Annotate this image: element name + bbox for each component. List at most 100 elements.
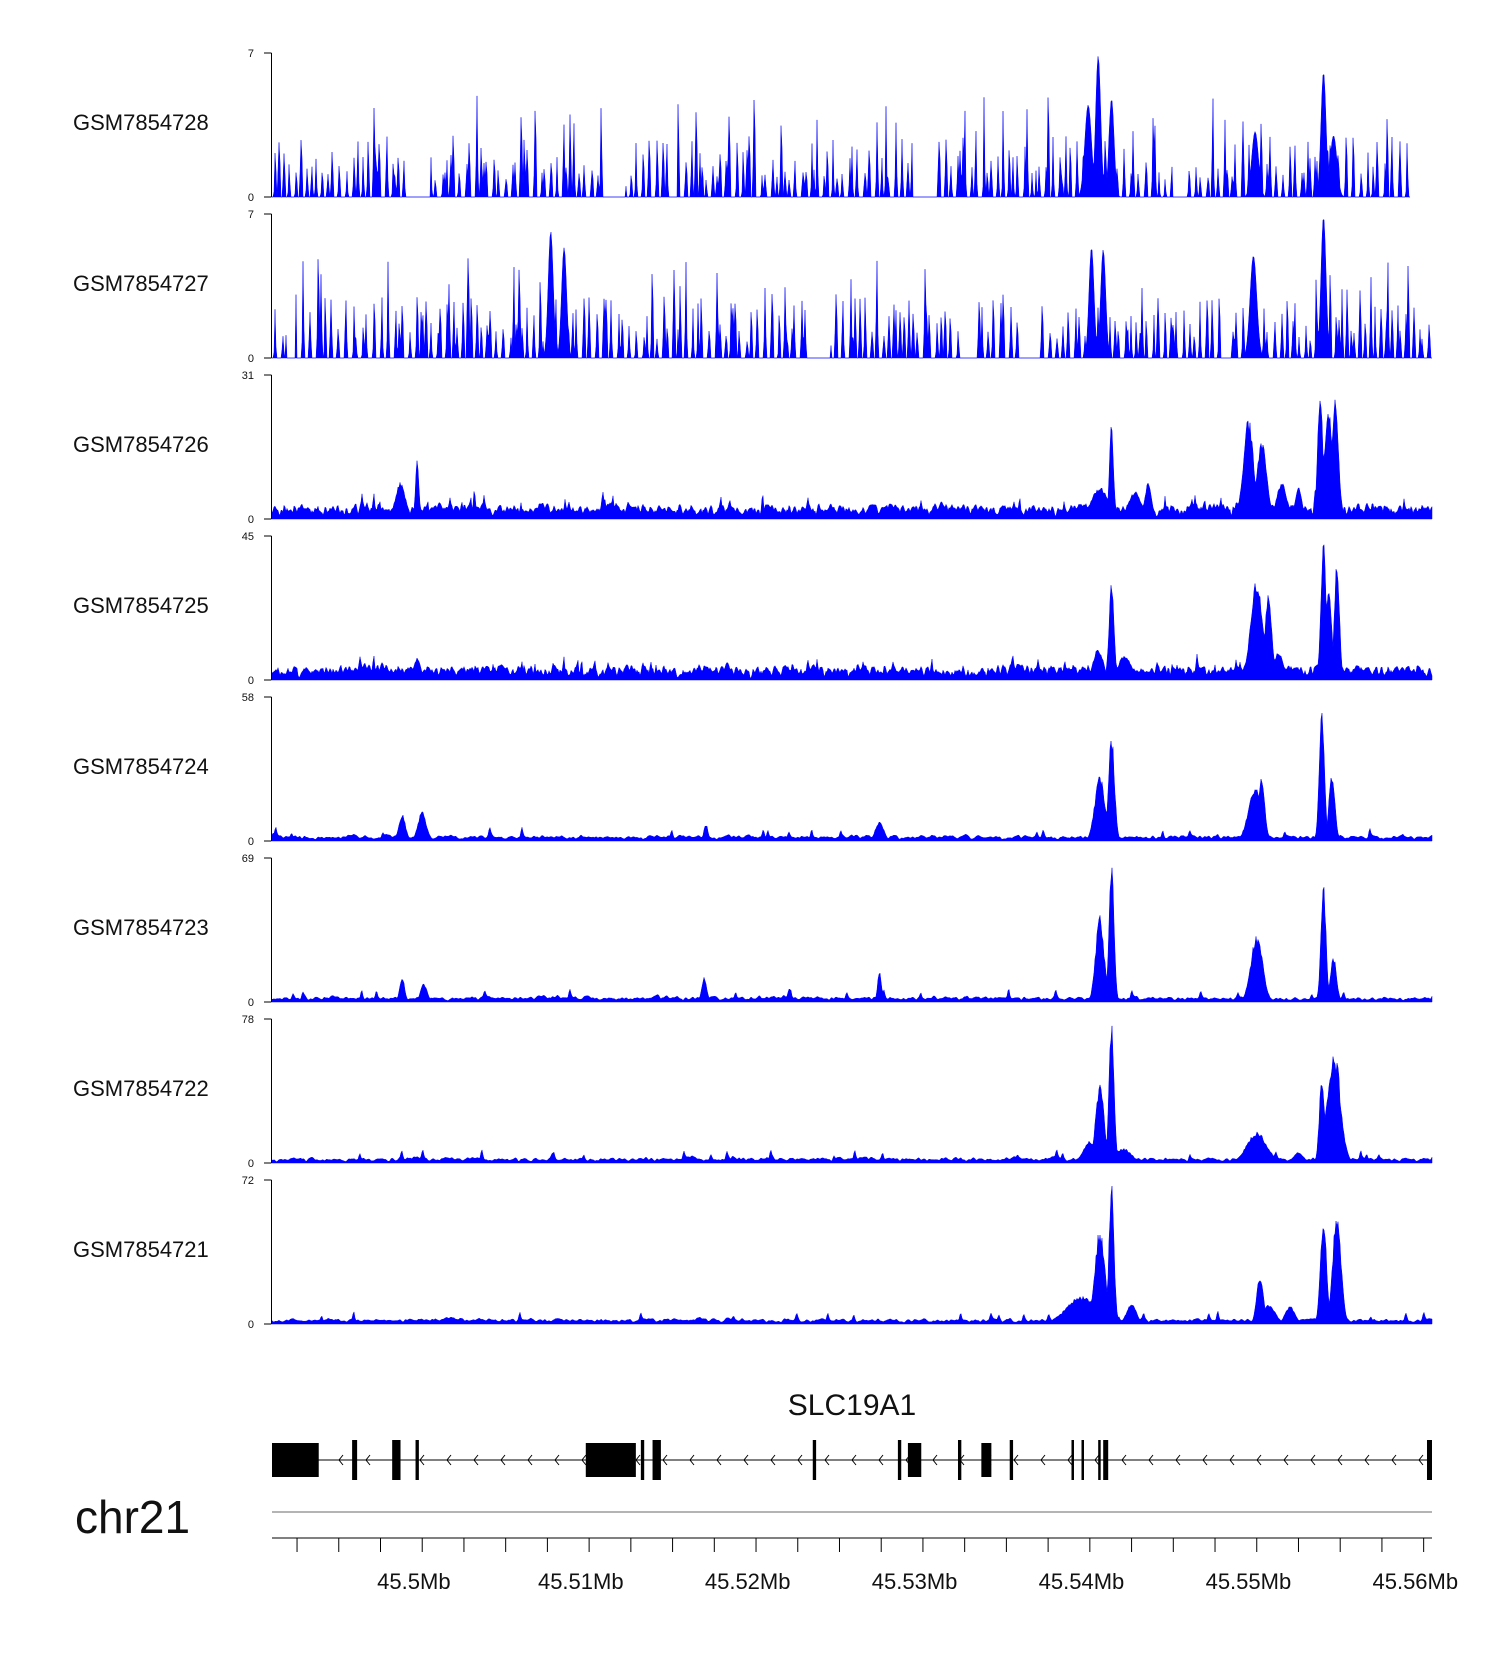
exon — [897, 1440, 902, 1480]
exon — [1103, 1440, 1109, 1480]
strand-arrow — [1391, 1454, 1397, 1466]
y-axis-min-label: 0 — [248, 675, 254, 687]
x-tick-label: 45.5Mb — [377, 1569, 450, 1594]
coverage-area-GSM7854728 — [272, 56, 1410, 198]
track-GSM7854728: 7 0 GSM7854728 — [73, 48, 1410, 204]
track-GSM7854724: 58 0 GSM7854724 — [73, 692, 1433, 848]
y-axis-max-label: 78 — [242, 1014, 254, 1026]
genome-axis: 45.5Mb 45.51Mb 45.52Mb 45.53Mb 45.54Mb 45.55M… — [75, 1491, 1458, 1594]
exon — [585, 1443, 636, 1477]
strand-arrow — [635, 1454, 641, 1466]
track-GSM7854723: 69 0 GSM7854723 — [73, 853, 1433, 1009]
strand-arrow — [824, 1454, 830, 1466]
track-label: GSM7854724 — [73, 754, 209, 779]
track-GSM7854722: 78 0 GSM7854722 — [73, 1014, 1433, 1170]
x-tick-label: 45.55Mb — [1206, 1569, 1292, 1594]
chromosome-label: chr21 — [75, 1491, 190, 1543]
gene-name: SLC19A1 — [788, 1389, 916, 1422]
track-GSM7854727: 7 0 GSM7854727 — [73, 209, 1432, 365]
track-label: GSM7854725 — [73, 593, 209, 618]
strand-arrow — [1337, 1454, 1343, 1466]
track-label: GSM7854726 — [73, 432, 209, 457]
strand-arrow — [473, 1454, 479, 1466]
track-label: GSM7854728 — [73, 110, 209, 135]
strand-arrow — [1229, 1454, 1235, 1466]
strand-arrow — [1094, 1454, 1100, 1466]
coverage-area-GSM7854727 — [272, 219, 1432, 359]
strand-arrow — [716, 1454, 722, 1466]
strand-arrow — [1175, 1454, 1181, 1466]
strand-arrow — [1418, 1454, 1424, 1466]
strand-arrow — [581, 1454, 587, 1466]
strand-arrow — [365, 1454, 371, 1466]
strand-arrow — [770, 1454, 776, 1466]
exon — [1071, 1440, 1074, 1480]
exon — [1426, 1440, 1432, 1480]
y-axis-max-label: 72 — [242, 1175, 254, 1187]
x-tick-label: 45.56Mb — [1372, 1569, 1458, 1594]
exon — [352, 1440, 358, 1480]
strand-arrow — [851, 1454, 857, 1466]
coverage-area-GSM7854722 — [271, 1025, 1433, 1164]
y-axis-min-label: 0 — [248, 1319, 254, 1331]
y-axis-max-label: 58 — [242, 692, 254, 704]
coverage-area-GSM7854721 — [271, 1186, 1433, 1325]
exon — [640, 1440, 645, 1480]
exon — [415, 1440, 419, 1480]
strand-arrow — [1121, 1454, 1127, 1466]
y-axis-min-label: 0 — [248, 353, 254, 365]
strand-arrow — [662, 1454, 668, 1466]
exon — [1098, 1440, 1101, 1480]
exon — [981, 1443, 992, 1477]
strand-arrow — [1040, 1454, 1046, 1466]
strand-arrow — [797, 1454, 803, 1466]
track-GSM7854725: 45 0 GSM7854725 — [73, 531, 1433, 687]
y-axis-max-label: 31 — [242, 370, 254, 382]
track-label: GSM7854727 — [73, 271, 209, 296]
strand-arrow — [419, 1454, 425, 1466]
y-axis-min-label: 0 — [248, 1158, 254, 1170]
track-GSM7854726: 31 0 GSM7854726 — [73, 370, 1433, 526]
strand-arrow — [1013, 1454, 1019, 1466]
x-tick-label: 45.51Mb — [538, 1569, 624, 1594]
exon — [272, 1443, 319, 1477]
strand-arrow — [527, 1454, 533, 1466]
coverage-area-GSM7854725 — [271, 544, 1433, 681]
coverage-area-GSM7854724 — [271, 713, 1433, 842]
strand-arrow — [554, 1454, 560, 1466]
strand-arrow — [878, 1454, 884, 1466]
strand-arrow — [338, 1454, 344, 1466]
exon — [1081, 1440, 1084, 1480]
exon — [957, 1440, 962, 1480]
exon — [1009, 1440, 1014, 1480]
strand-arrow — [446, 1454, 452, 1466]
exon — [907, 1443, 922, 1477]
strand-arrow — [932, 1454, 938, 1466]
exon — [652, 1440, 661, 1480]
track-label: GSM7854723 — [73, 915, 209, 940]
y-axis-min-label: 0 — [248, 514, 254, 526]
strand-arrow — [1202, 1454, 1208, 1466]
strand-arrow — [1148, 1454, 1154, 1466]
coverage-area-GSM7854723 — [271, 867, 1433, 1003]
strand-arrow — [1364, 1454, 1370, 1466]
gene-model: SLC19A1 — [272, 1389, 1432, 1480]
y-axis-max-label: 7 — [248, 48, 254, 60]
coverage-area-GSM7854726 — [271, 399, 1433, 520]
x-tick-label: 45.53Mb — [872, 1569, 958, 1594]
x-tick-label: 45.52Mb — [705, 1569, 791, 1594]
strand-arrow — [1310, 1454, 1316, 1466]
track-label: GSM7854721 — [73, 1237, 209, 1262]
strand-arrow — [689, 1454, 695, 1466]
exon — [392, 1440, 401, 1480]
strand-arrow — [1283, 1454, 1289, 1466]
y-axis-min-label: 0 — [248, 997, 254, 1009]
strand-arrow — [500, 1454, 506, 1466]
exon — [812, 1440, 817, 1480]
x-tick-label: 45.54Mb — [1039, 1569, 1125, 1594]
strand-arrow — [743, 1454, 749, 1466]
strand-arrow — [1067, 1454, 1073, 1466]
track-label: GSM7854722 — [73, 1076, 209, 1101]
y-axis-min-label: 0 — [248, 836, 254, 848]
